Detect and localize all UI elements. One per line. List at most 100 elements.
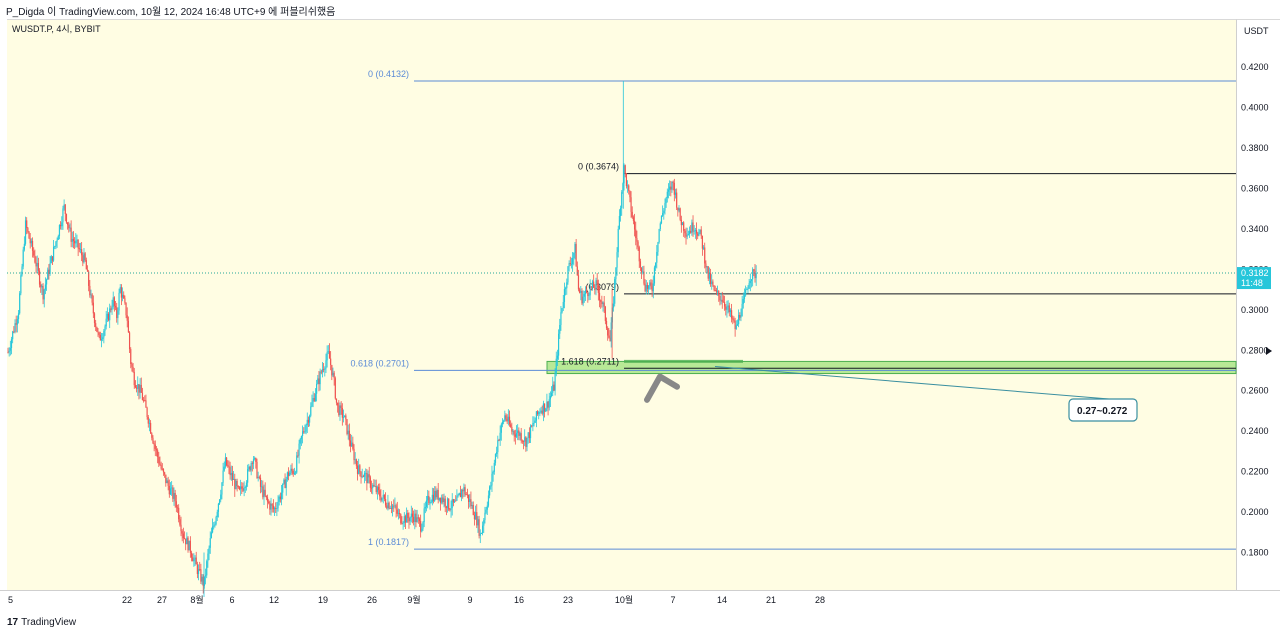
candle-body [646,285,649,289]
candle-body [413,516,415,523]
last-price-countdown: 11:48 [1241,278,1263,288]
candle-body [354,459,356,461]
candle-body [275,508,277,509]
hand-drawn-arrow [644,373,680,403]
candle-body [173,492,175,499]
candle-body [739,314,741,318]
candle-body [360,471,362,478]
candle-body [499,432,501,441]
candle-body [48,269,50,274]
price-axis[interactable] [1236,19,1280,591]
candle-body [410,513,412,518]
candle-body [388,502,390,509]
candle-body [418,518,421,522]
candle-body [586,290,588,293]
candle-body [450,508,452,510]
candle-body [345,415,347,420]
x-tick-label: 6 [229,595,234,605]
candle-body [683,222,685,231]
candle-body [321,369,324,373]
candle-body [29,238,31,244]
candle-body [231,472,234,480]
candle-body [208,547,210,554]
candle-body [557,333,560,356]
candle-body [138,384,140,393]
candle-body [715,290,718,292]
chart-pane[interactable] [7,19,1236,591]
x-tick-label: 26 [367,595,377,605]
candle-body [366,472,368,484]
annotation-callout[interactable] [1068,398,1138,422]
x-tick-label: 8월 [190,594,203,605]
candle-body [147,417,149,424]
candle-body [155,448,158,451]
candle-body [550,392,553,397]
candle-body [134,385,137,388]
candle-body [635,229,637,239]
candle-body [636,238,638,242]
candle-body [485,509,487,513]
candle-body [347,430,349,434]
candle-body [15,323,17,325]
candle-body [105,318,107,327]
candle-body [261,486,263,488]
candle-body [493,462,495,472]
candle-body [137,384,139,389]
y-tick-label: 0.4000 [1241,103,1269,113]
candle-body [367,474,369,484]
candle-body [754,270,756,279]
candle-body [123,294,125,299]
candle-body [188,540,190,551]
candle-body [695,230,698,234]
candle-body [748,283,750,289]
candle-body [199,569,201,570]
candle-body [109,308,111,321]
candle-body [510,424,512,427]
candle-body [252,459,255,464]
candle-body [693,230,695,232]
last-price-box [1237,267,1271,290]
target-zone [546,359,1237,375]
candle-body [524,437,526,442]
candle-body [172,487,174,499]
candle-body [124,298,126,303]
candle-body [676,192,678,208]
candle-body [657,242,659,252]
candle-body [562,302,564,308]
candle-body [278,496,280,502]
candle-body [178,507,180,520]
candle-body [477,519,479,526]
x-tick-label: 14 [717,595,727,605]
candle-body [630,197,632,212]
candle-body [691,222,693,233]
time-axis[interactable] [0,590,1280,613]
candle-body [574,243,576,253]
scroll-right-icon[interactable] [1266,347,1272,355]
candle-body [312,398,314,403]
candle-body [566,282,568,289]
price-annotation[interactable]: 0.27~0.272 [644,365,1138,422]
candle-body [702,247,705,249]
x-tick-group: 5 22 27 8월 6 12 19 26 9월 9 16 23 10월 7 14 21 28 [8,594,825,605]
candle-body [75,240,77,244]
candle-body [17,313,20,320]
candle-body [505,415,507,419]
candle-body [727,305,729,308]
candle-body [393,505,395,507]
x-tick-label: 5 [8,595,13,605]
candle-body [637,241,639,248]
candle-body [216,511,218,518]
candle-body [44,284,47,290]
tradingview-brand[interactable]: 17 TradingView [7,617,76,628]
candle-body [319,371,321,385]
candle-body [601,301,603,305]
candle-body [271,504,273,506]
candle-body [490,485,492,487]
candle-body [489,486,491,496]
candle-body [607,328,609,336]
candle-body [575,243,577,267]
candle-body [221,482,223,495]
candle-body [52,246,55,261]
candle-body [753,269,755,271]
